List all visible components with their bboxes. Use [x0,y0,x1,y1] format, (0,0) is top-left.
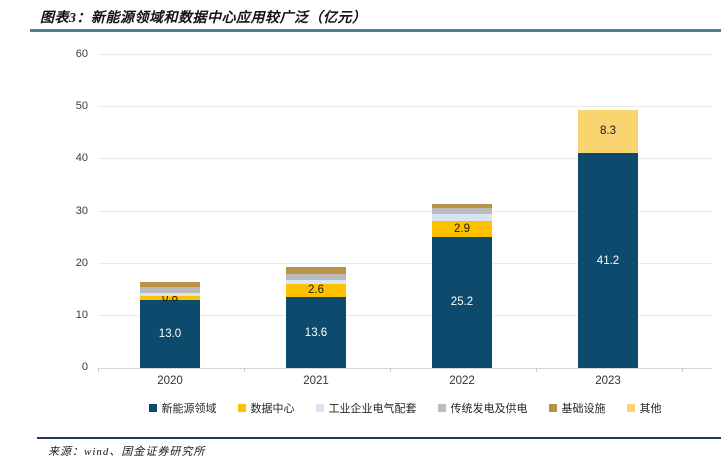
legend-item: 工业企业电气配套 [315,400,417,416]
title-divider-line [30,29,721,32]
bar-segment: 41.2 [578,153,638,368]
bar-data-label: 13.6 [304,326,328,339]
legend-swatch-icon [148,404,157,412]
bar-segment: 13.0 [140,300,200,368]
legend-item: 新能源领域 [148,400,217,416]
x-axis-label-2022: 2022 [449,375,475,387]
legend-swatch-icon [315,404,324,412]
stacked-bar-2022: 25.2 2.9 [432,204,492,368]
x-axis-label-2021: 2021 [303,375,329,387]
plot-area: 13.0 0.8 13.6 2.6 25.2 2.9 41.2 8.3 [98,54,712,372]
grid-line-60 [98,54,712,55]
bar-segment: 2.6 [286,283,346,298]
x-axis-label-2020: 2020 [157,375,183,387]
bar-segment: 8.3 [578,109,638,154]
grid-line-50 [98,106,712,108]
bar-data-label: 8.3 [600,125,616,138]
chart-legend: 新能源领域 数据中心 工业企业电气配套 传统发电及供电 基础设施 其他 [90,399,720,417]
bar-segment: 2.9 [432,221,492,237]
bar-segment [286,279,346,284]
legend-label: 新能源领域 [161,403,217,415]
y-axis-tick-20: 20 [75,256,88,269]
legend-swatch-icon [626,404,635,412]
chart-title: 图表3：新能源领域和数据中心应用较广泛（亿元） [40,11,367,26]
x-axis-tickmark [244,368,245,372]
grid-line-10 [98,314,712,316]
bar-segment [432,208,492,214]
bar-segment: 0.8 [140,292,200,304]
legend-label: 其他 [639,403,662,415]
grid-line-30 [98,210,712,212]
y-axis-tick-40: 40 [75,152,88,165]
y-axis-tick-0: 0 [81,361,88,373]
y-axis-tick-60: 60 [75,48,88,60]
legend-label: 工业企业电气配套 [328,403,417,415]
bar-segment [286,267,346,275]
legend-item: 数据中心 [237,400,295,416]
y-axis-tick-50: 50 [75,100,88,113]
bar-segment [286,274,346,280]
legend-swatch-icon [548,404,557,412]
y-axis-tick-30: 30 [75,204,88,217]
bar-segment [432,204,492,209]
legend-item: 基础设施 [548,400,606,416]
bar-segment [140,281,200,287]
y-axis-tick-10: 10 [75,308,88,321]
x-axis-label-2023: 2023 [595,375,621,387]
stacked-bar-2020: 13.0 0.8 [140,281,200,368]
bar-segment [432,213,492,222]
bar-segment: 13.6 [286,297,346,368]
bar-data-label: 2.9 [454,222,470,235]
x-axis-tickmark [98,368,99,372]
grid-line-40 [98,158,712,160]
legend-label: 基础设施 [561,403,606,415]
stacked-bar-2021: 13.6 2.6 [286,267,346,368]
bar-data-label: 41.2 [596,254,620,267]
bar-segment [140,286,200,293]
footer-divider-line [37,437,721,439]
x-axis-tickmark [536,368,537,372]
bar-data-label: 2.6 [308,284,324,297]
bar-segment: 25.2 [432,236,492,368]
legend-item: 其他 [626,400,662,416]
bar-data-label: 25.2 [450,296,474,309]
legend-label: 传统发电及供电 [450,403,528,415]
grid-line-0 [98,368,712,369]
legend-swatch-icon [237,404,246,412]
legend-label: 数据中心 [250,403,295,415]
grid-line-20 [98,262,712,264]
bar-data-label: 13.0 [158,328,182,341]
legend-swatch-icon [437,404,446,412]
bar-segment [140,292,200,297]
source-note: 来源：wind、国金证券研究所 [48,446,206,458]
stacked-bar-2023: 41.2 8.3 [578,109,638,368]
legend-item: 传统发电及供电 [437,400,528,416]
x-axis-tickmark [682,368,683,372]
x-axis-tickmark [390,368,391,372]
